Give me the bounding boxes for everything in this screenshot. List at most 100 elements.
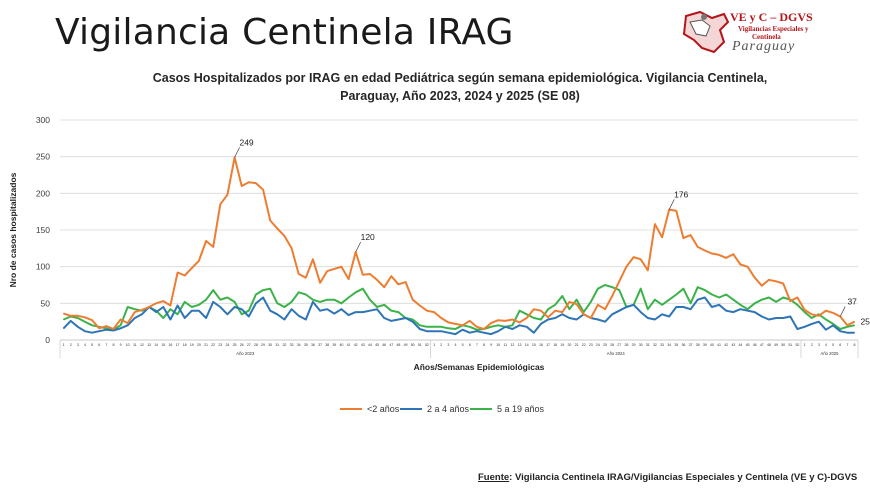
x-tick-label: 8 <box>853 343 855 347</box>
data-point <box>640 288 642 290</box>
data-point <box>340 266 342 268</box>
y-tick-label: 200 <box>36 188 50 198</box>
data-point <box>433 330 435 332</box>
data-point <box>77 326 79 328</box>
data-point <box>319 301 321 303</box>
data-point <box>184 274 186 277</box>
data-point <box>205 299 207 301</box>
data-point <box>191 306 193 308</box>
data-point <box>141 313 143 315</box>
data-point <box>248 315 250 318</box>
data-point <box>462 329 464 331</box>
data-point <box>276 313 278 315</box>
x-tick-label: 10 <box>126 343 130 347</box>
y-tick-label: 250 <box>36 152 50 162</box>
data-point <box>63 313 65 315</box>
data-point <box>340 302 342 304</box>
data-point <box>362 311 364 313</box>
data-point <box>739 263 742 266</box>
x-tick-label: 48 <box>767 343 771 347</box>
data-point <box>533 308 535 310</box>
data-point <box>690 234 692 236</box>
data-point <box>768 318 770 321</box>
data-point <box>811 323 813 325</box>
data-point <box>568 301 571 303</box>
data-point <box>70 315 72 317</box>
data-label-leader <box>355 241 362 253</box>
data-point <box>675 210 677 212</box>
data-point <box>419 324 421 326</box>
logo-title: VE y C – DGVS <box>730 10 813 24</box>
data-point <box>405 281 407 283</box>
data-point <box>155 311 157 313</box>
data-point <box>511 324 513 326</box>
x-tick-label: 12 <box>140 343 144 347</box>
data-point <box>611 286 613 288</box>
data-point <box>618 310 620 312</box>
x-tick-label: 1 <box>804 343 806 347</box>
data-point <box>120 324 122 326</box>
data-point <box>540 310 542 312</box>
data-point <box>554 310 556 312</box>
x-tick-label: 39 <box>332 343 336 347</box>
x-tick-label: 19 <box>190 343 194 347</box>
data-point <box>697 286 699 288</box>
x-tick-label: 9 <box>120 343 122 347</box>
x-tick-label: 26 <box>610 343 614 347</box>
x-tick-label: 37 <box>318 343 322 347</box>
dgvs-logo: VE y C – DGVS Vigilancias Especiales y C… <box>680 8 830 60</box>
data-point <box>91 319 93 321</box>
data-point <box>576 303 578 305</box>
data-point <box>739 304 742 306</box>
y-tick-label: 300 <box>36 115 50 125</box>
legend-label-lt2: <2 años <box>367 404 400 414</box>
data-point <box>134 311 136 313</box>
data-point <box>832 324 834 326</box>
data-point <box>269 288 271 290</box>
x-tick-label: 44 <box>368 343 372 347</box>
x-tick-label: 34 <box>667 343 671 347</box>
data-point <box>476 326 478 328</box>
data-point <box>376 306 378 308</box>
x-tick-label: 5 <box>91 343 93 347</box>
data-point <box>383 286 385 288</box>
data-point <box>568 308 571 310</box>
data-point <box>611 313 613 315</box>
x-tick-label: 13 <box>518 343 522 347</box>
data-point <box>618 280 620 282</box>
data-point <box>312 258 314 260</box>
data-point <box>511 328 513 330</box>
x-tick-label: 49 <box>774 343 778 347</box>
x-tick-label: 18 <box>183 343 187 347</box>
data-point <box>497 319 499 321</box>
data-point <box>198 260 200 262</box>
x-tick-label: 35 <box>674 343 678 347</box>
y-tick-label: 50 <box>41 298 51 308</box>
x-tick-label: 14 <box>525 343 529 347</box>
data-point <box>84 330 86 332</box>
x-tick-label: 16 <box>539 343 543 347</box>
data-point <box>348 296 350 299</box>
data-point <box>697 299 699 301</box>
x-tick-label: 46 <box>382 343 386 347</box>
data-point <box>504 320 506 322</box>
data-point <box>454 333 456 335</box>
data-point <box>412 299 414 301</box>
data-point <box>725 310 727 312</box>
data-point <box>547 318 549 321</box>
data-point <box>319 282 321 284</box>
x-tick-label: 46 <box>753 343 757 347</box>
data-point <box>611 295 613 297</box>
data-point <box>682 237 685 239</box>
data-point <box>191 267 193 269</box>
data-point <box>625 306 628 308</box>
data-point <box>426 326 428 328</box>
data-point <box>98 327 100 329</box>
data-point <box>326 308 328 310</box>
data-point <box>789 315 791 318</box>
data-point <box>511 318 513 321</box>
data-point <box>440 326 442 328</box>
data-point <box>63 327 65 329</box>
x-tick-label: 11 <box>503 343 507 347</box>
data-point <box>846 326 848 328</box>
